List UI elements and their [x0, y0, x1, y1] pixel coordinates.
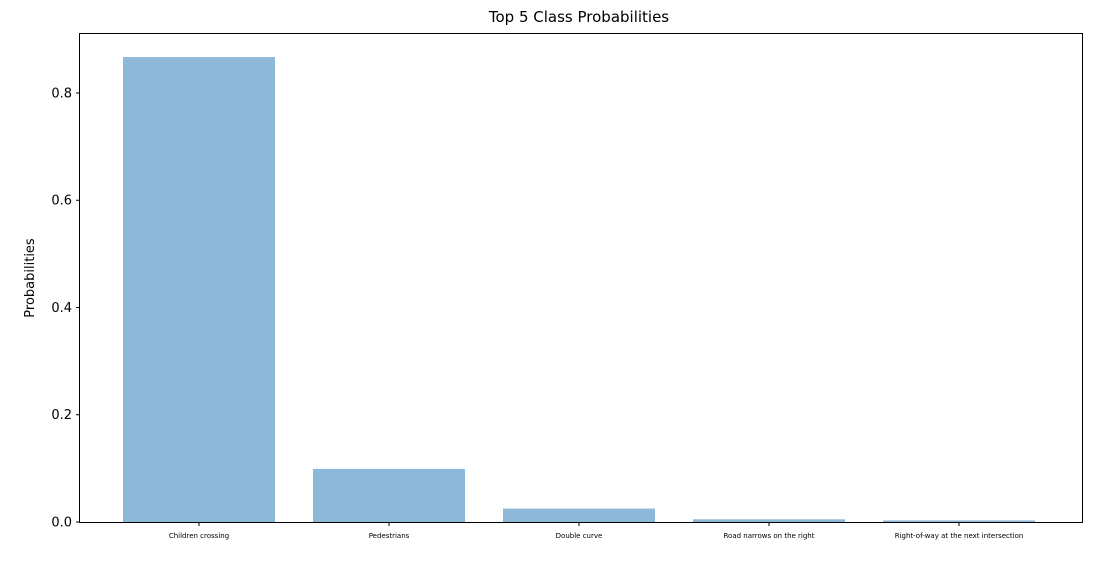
- x-tick-label-2: Pedestrians: [369, 532, 410, 540]
- y-tick-label-2: 0.2: [51, 408, 72, 423]
- bar-3: [503, 508, 655, 522]
- bar-1: [123, 57, 275, 523]
- x-axis-ticks: Children crossing Pedestrians Double curve…: [169, 522, 1023, 540]
- bars-group: [123, 57, 1035, 523]
- y-tick-label-1: 0.0: [51, 516, 72, 531]
- y-axis-ticks: 0.0 0.2 0.4 0.6 0.8: [51, 86, 80, 531]
- x-tick-label-5: Right-of-way at the next intersection: [895, 532, 1024, 540]
- bar-2: [313, 468, 465, 522]
- bar-4: [693, 519, 845, 522]
- y-axis-label: Probabilities: [23, 238, 38, 318]
- y-tick-label-3: 0.4: [51, 301, 72, 316]
- bar-5: [883, 520, 1035, 522]
- chart-title: Top 5 Class Probabilities: [488, 8, 669, 26]
- y-tick-label-5: 0.8: [51, 86, 72, 101]
- plot-frame: [79, 33, 1083, 523]
- y-tick-label-4: 0.6: [51, 194, 72, 209]
- x-tick-label-4: Road narrows on the right: [724, 532, 815, 540]
- x-tick-label-1: Children crossing: [169, 532, 229, 540]
- x-tick-label-3: Double curve: [556, 532, 603, 540]
